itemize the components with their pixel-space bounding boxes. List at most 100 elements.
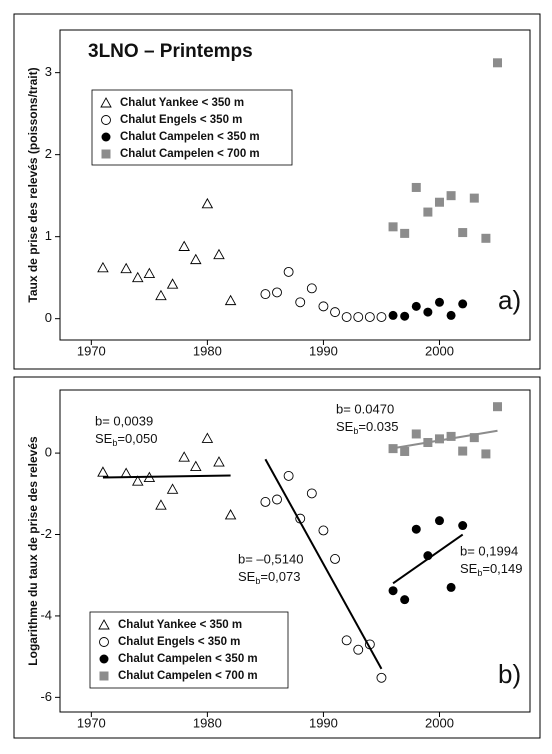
marker-triangle [190,460,202,471]
marker-circle [376,312,387,322]
annotation-part: SE [336,419,354,434]
marker-triangle [213,248,225,260]
marker-square [469,193,479,203]
marker-triangle [190,253,202,265]
annotation-part: =0,073 [260,569,300,584]
marker-square [481,233,491,243]
marker-dot [458,299,468,309]
annotation-part: SE [460,561,478,576]
legend-label: Chalut Campelen < 350 m [120,131,260,143]
annotation-part: =0,050 [117,431,157,446]
y-tick-label: 0 [45,445,52,460]
legend-label: Chalut Engels < 350 m [118,636,240,648]
marker-square [446,191,456,201]
marker-square [434,197,444,207]
marker-square [434,434,444,444]
marker-triangle [201,197,214,209]
marker-triangle [97,466,109,477]
annotation: b= 0.0470 [336,401,394,416]
marker-triangle [166,278,179,289]
legend-label: Chalut Engels < 350 m [120,114,242,126]
marker-circle [364,639,375,650]
panel-border [13,13,541,370]
trend-line [392,429,498,450]
annotation: SEb=0,073 [238,569,300,586]
annotation-part: SE [238,569,256,584]
marker-dot [400,311,410,321]
legend-label: Chalut Yankee < 350 m [118,619,242,631]
marker-square [101,149,111,159]
marker-circle [341,312,352,322]
annotation-part: SE [95,431,113,446]
x-tick-label: 1970 [77,715,106,730]
marker-circle [283,470,294,481]
marker-dot [423,551,433,561]
legend-label: Chalut Yankee < 350 m [120,97,244,109]
marker-triangle [166,483,179,494]
marker-square [493,402,503,412]
trend-line [264,458,383,670]
marker-circle [101,115,111,125]
marker-dot [423,307,433,317]
annotation-sub: b [112,438,117,448]
marker-square [481,449,491,459]
marker-circle [330,553,340,564]
annotation: SEb=0.035 [336,419,398,436]
chart-title: 3LNO – Printemps [88,41,253,62]
marker-square [400,446,410,456]
marker-circle [272,494,282,505]
annotation: b= 0,1994 [460,543,518,558]
marker-dot [411,301,421,311]
marker-circle [272,287,282,298]
marker-dot [388,310,398,320]
legend-box [89,611,289,689]
marker-dot [99,654,109,664]
annotation-part: =0.035 [358,419,398,434]
marker-triangle [224,509,237,520]
x-tick-label: 1980 [193,343,222,358]
marker-dot [446,582,456,592]
marker-triangle [98,619,110,630]
marker-circle [318,301,329,312]
legend-label: Chalut Campelen < 700 m [120,148,260,160]
marker-triangle [131,271,144,283]
marker-triangle [97,261,109,273]
x-tick-label: 2000 [425,343,454,358]
marker-triangle [143,471,156,482]
plot-frame [59,389,531,713]
marker-circle [330,307,340,318]
legend-label: Chalut Campelen < 700 m [118,670,258,682]
marker-circle [306,283,317,294]
panel-border [13,376,541,739]
marker-dot [434,297,444,307]
marker-square [388,222,398,232]
marker-circle [353,644,364,655]
marker-triangle [201,432,214,443]
marker-circle [353,312,364,322]
marker-square [458,446,468,456]
marker-circle [260,496,271,507]
y-tick-label: -4 [40,607,52,622]
marker-triangle [155,499,167,510]
marker-square [411,429,421,439]
annotation-sub: b [477,568,482,578]
marker-triangle [213,456,225,467]
marker-circle [295,513,306,524]
marker-square [411,182,421,192]
y-tick-label: 2 [45,146,52,161]
annotation-sub: b [353,426,358,436]
marker-dot [411,524,421,534]
marker-circle [376,672,387,683]
marker-triangle [100,97,112,108]
y-tick-label: -6 [40,689,52,704]
annotation: b= –0,5140 [238,551,303,566]
marker-circle [99,637,109,647]
marker-triangle [143,267,156,279]
y-tick-label: 0 [45,310,52,325]
marker-circle [283,266,294,277]
marker-circle [364,312,375,322]
marker-square [99,671,109,681]
y-tick-label: 1 [45,228,52,243]
